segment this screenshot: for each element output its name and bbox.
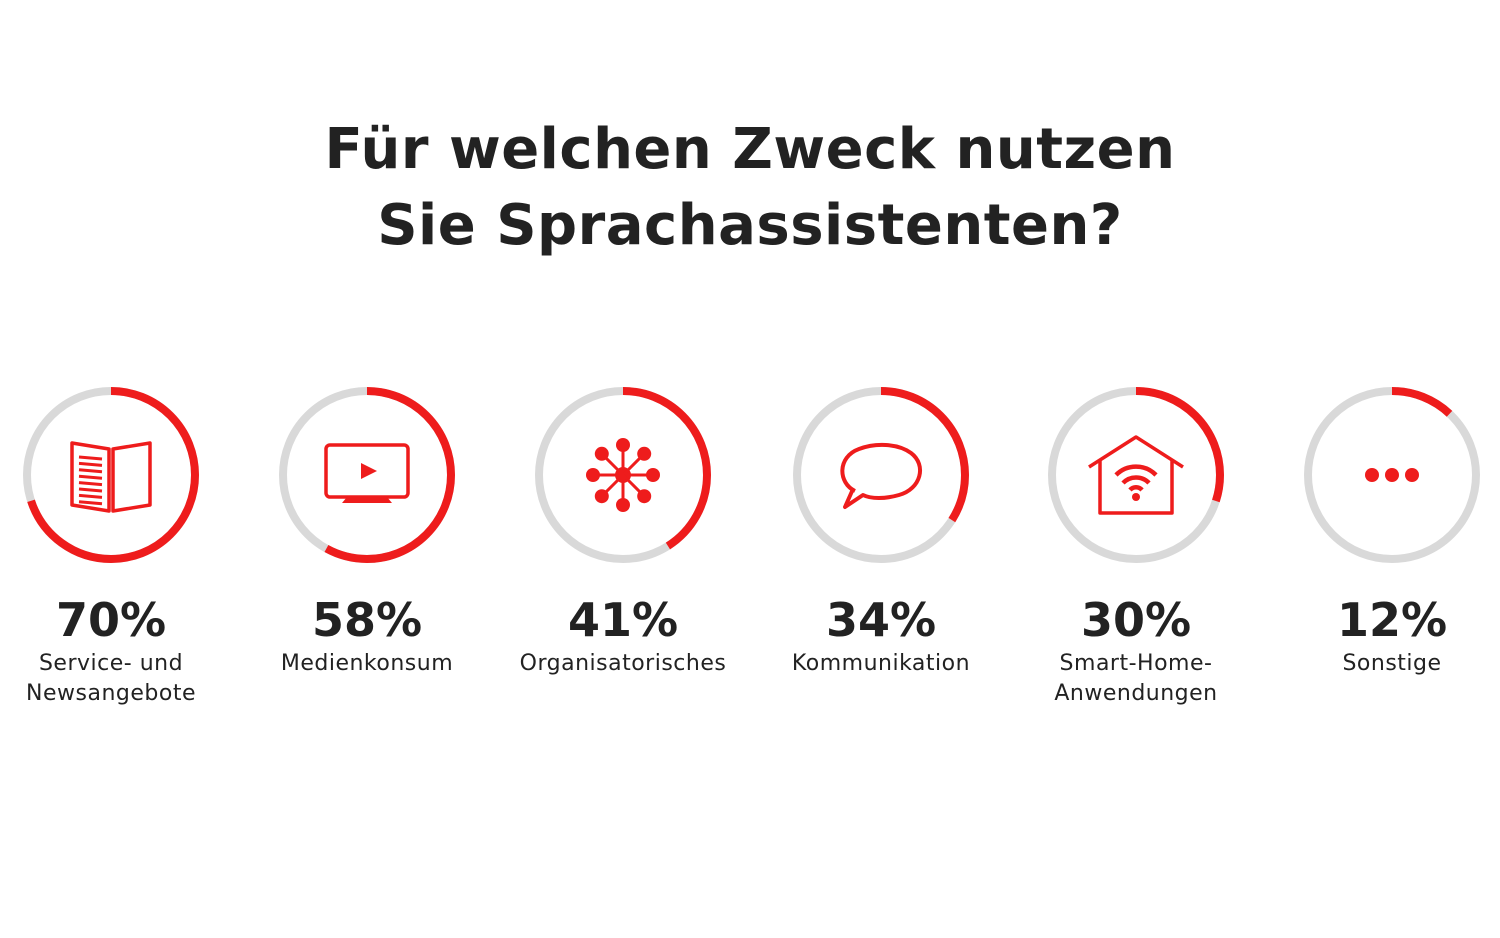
category-label: Medienkonsum	[280, 651, 454, 676]
progress-ring-value-arc	[535, 387, 711, 563]
progress-ring-value-arc	[793, 387, 969, 563]
chart-item: 34% Kommunikation	[761, 385, 1001, 679]
value-label: 34%	[825, 593, 937, 647]
progress-ring	[1048, 387, 1224, 563]
chart-item: 12% Sonstige	[1272, 385, 1500, 679]
value-label: 58%	[311, 593, 423, 647]
speech-bubble-icon	[840, 442, 922, 509]
chart-item: 41% Organisatorisches	[503, 385, 743, 679]
chart-title-line1: Für welchen Zweck nutzen	[324, 117, 1176, 182]
smart-home-icon	[1088, 435, 1184, 515]
category-label: Organisatorisches	[519, 651, 727, 676]
value-label: 30%	[1080, 593, 1192, 647]
progress-ring	[23, 387, 199, 563]
chart-item: 30% Smart-Home- Anwendungen	[1016, 385, 1256, 709]
progress-ring	[793, 387, 969, 563]
chart-item: 58% Medienkonsum	[247, 385, 487, 679]
value-label: 12%	[1336, 593, 1448, 647]
progress-ring	[535, 387, 711, 563]
category-label: Smart-Home- Anwendungen	[1054, 651, 1218, 706]
chart-item: 70% Service- und Newsangebote	[0, 385, 231, 709]
network-icon	[586, 438, 660, 512]
chart-title: Für welchen Zweck nutzen Sie Sprachassis…	[0, 112, 1500, 264]
progress-ring-value-arc	[23, 387, 199, 563]
chart-title-line2: Sie Sprachassistenten?	[377, 193, 1123, 258]
value-label: 41%	[567, 593, 679, 647]
progress-ring	[1304, 387, 1480, 563]
tv-play-icon	[324, 443, 410, 503]
progress-ring-value-arc	[1304, 387, 1480, 563]
category-label: Service- und Newsangebote	[26, 651, 196, 706]
progress-ring-value-arc	[279, 387, 455, 563]
value-label: 70%	[55, 593, 167, 647]
category-label: Sonstige	[1342, 651, 1442, 676]
newspaper-icon	[70, 441, 152, 513]
progress-ring-value-arc	[1048, 387, 1224, 563]
more-dots-icon	[1365, 468, 1419, 482]
progress-ring	[279, 387, 455, 563]
category-label: Kommunikation	[791, 651, 971, 676]
